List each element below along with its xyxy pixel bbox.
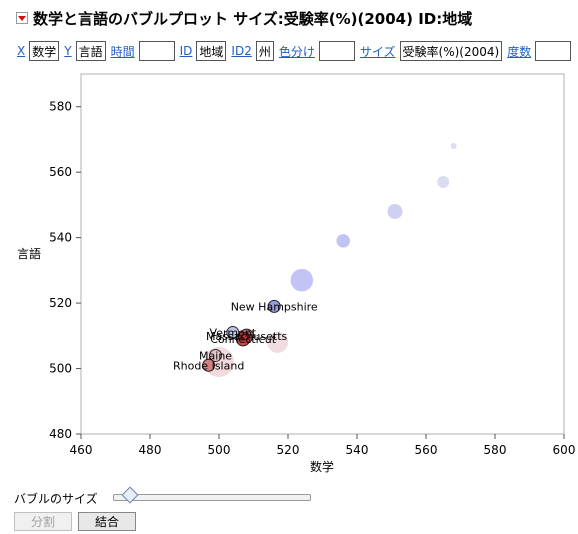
axes: 460 480 500 520 540 560 580 600 480 500 520 540 560 5… — [49, 100, 575, 457]
bubble[interactable] — [450, 143, 457, 149]
split-button[interactable]: 分割 — [14, 512, 72, 531]
x-tick-label: 560 — [415, 443, 438, 457]
bubble-label: New Hampshire — [231, 300, 318, 313]
role-value-size[interactable]: 受験率(%)(2004) — [399, 41, 503, 61]
x-tick-label: 480 — [139, 443, 162, 457]
bubble-labels-group: New Hampshire MassachusettsVermontConnect… — [173, 300, 318, 372]
x-tick-label: 520 — [277, 443, 300, 457]
role-link-color[interactable]: 色分け — [278, 44, 315, 59]
bubble[interactable] — [209, 348, 223, 362]
role-link-id2[interactable]: ID2 — [231, 44, 252, 58]
y-tick-label: 540 — [49, 231, 72, 245]
role-value-x[interactable]: 数学 — [29, 41, 60, 61]
report-title-bar: 数学と言語のバブルプロット サイズ:受験率(%)(2004) ID:地域 — [0, 0, 578, 38]
bubble-size-slider-track[interactable] — [113, 494, 311, 501]
bubble[interactable] — [267, 299, 281, 313]
x-tick-label: 500 — [208, 443, 231, 457]
role-value-id[interactable]: 地域 — [196, 41, 227, 61]
y-tick-label: 580 — [49, 100, 72, 114]
role-bar: X 数学 Y 言語 時間 ID 地域 ID2 州 色分け サイズ 受験率(%)(… — [17, 39, 576, 63]
bubbles-group[interactable] — [202, 143, 457, 377]
bubble[interactable] — [235, 331, 251, 347]
y-tick-label: 520 — [49, 296, 72, 310]
role-link-y[interactable]: Y — [64, 44, 72, 58]
bubble-label: Maine — [199, 349, 232, 362]
role-link-time[interactable]: 時間 — [110, 44, 135, 59]
x-axis-label: 数学 — [310, 459, 334, 474]
bubble[interactable] — [267, 331, 289, 353]
bubble-label: Vermont — [210, 327, 257, 340]
bubble[interactable] — [290, 268, 314, 292]
disclosure-triangle-icon[interactable] — [16, 12, 28, 24]
bubble[interactable] — [336, 234, 350, 248]
x-tick-label: 540 — [346, 443, 369, 457]
role-value-freq[interactable] — [535, 41, 572, 61]
y-tick-label: 480 — [49, 427, 72, 441]
y-tick-label: 500 — [49, 362, 72, 376]
bubble-label: Connecticut — [210, 333, 277, 346]
bubble-size-label: バブルのサイズ — [14, 492, 98, 506]
role-link-id[interactable]: ID — [179, 44, 193, 58]
x-tick-label: 460 — [70, 443, 93, 457]
bubble-plot: 460 480 500 520 540 560 580 600 480 500 520 540 560 5… — [17, 73, 575, 474]
bubble[interactable] — [226, 326, 240, 340]
x-tick-label: 580 — [484, 443, 507, 457]
combine-button[interactable]: 結合 — [78, 512, 136, 531]
x-tick-label: 600 — [553, 443, 576, 457]
role-link-freq[interactable]: 度数 — [507, 44, 532, 59]
bubble[interactable] — [437, 176, 450, 188]
bubble-label: Rhode Island — [173, 359, 244, 372]
bubble-label: Massachusetts — [206, 330, 288, 343]
plot-frame — [80, 73, 565, 435]
y-axis-label: 言語 — [17, 246, 41, 261]
role-value-y[interactable]: 言語 — [75, 41, 106, 61]
bubble[interactable] — [202, 358, 216, 372]
report-title: 数学と言語のバブルプロット サイズ:受験率(%)(2004) ID:地域 — [33, 10, 473, 28]
bubble[interactable] — [387, 203, 403, 219]
role-link-size[interactable]: サイズ — [359, 44, 396, 59]
y-tick-label: 560 — [49, 165, 72, 179]
role-link-x[interactable]: X — [17, 44, 26, 58]
role-value-time[interactable] — [138, 41, 175, 61]
role-value-color[interactable] — [318, 41, 355, 61]
role-value-id2[interactable]: 州 — [255, 41, 274, 61]
